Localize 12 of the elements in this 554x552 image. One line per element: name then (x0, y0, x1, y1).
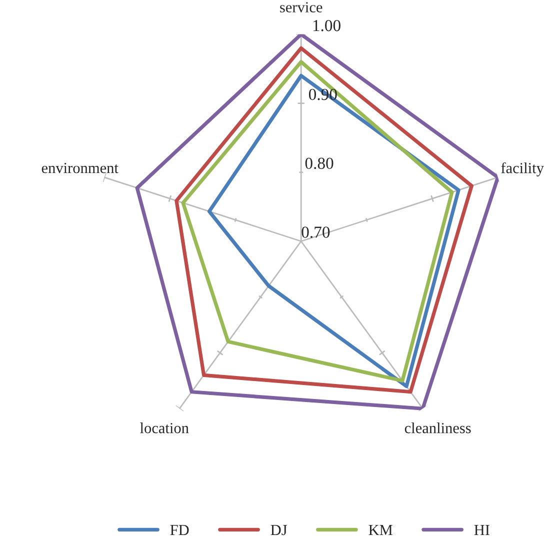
spoke-label: location (140, 422, 189, 434)
legend-label: DJ (270, 524, 287, 536)
legend-label: KM (368, 524, 392, 535)
legend-label: HI (474, 524, 490, 535)
spoke-label: service (280, 2, 322, 12)
legend-label: FD (170, 524, 189, 536)
spoke-label: environment (42, 162, 118, 174)
y-tick-label: 1.00 (313, 20, 340, 32)
y-tick-label: 0.70 (302, 226, 330, 238)
y-tick-label: 0.80 (305, 158, 334, 170)
spoke-label: cleanliness (404, 422, 471, 434)
spoke-label: facility (501, 162, 544, 176)
